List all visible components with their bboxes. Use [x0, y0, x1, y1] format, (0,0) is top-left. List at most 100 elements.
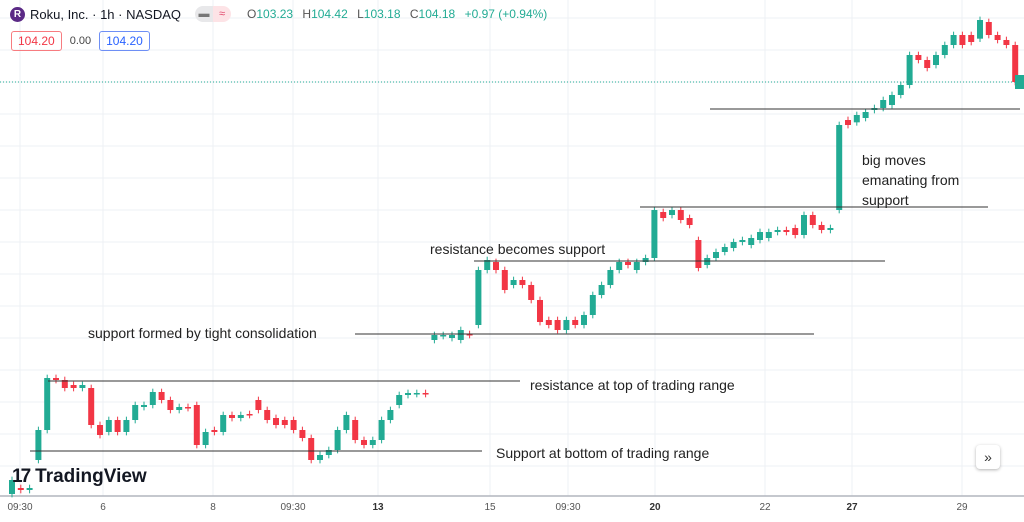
candle-down [625, 262, 631, 265]
note-big-moves-1: big moves [862, 152, 926, 168]
symbol-legend: R Roku, Inc. · 1h · NASDAQ ▬ ≈ O103.23 H… [10, 6, 553, 22]
candle-up [616, 262, 623, 270]
tradingview-wordmark: TradingView [35, 466, 147, 487]
note-tight-consolidation: support formed by tight consolidation [88, 325, 317, 341]
candle-up [581, 315, 587, 325]
tradingview-logo[interactable]: 17 TradingView [12, 466, 147, 488]
candle-up [765, 232, 772, 238]
candle-up [651, 210, 658, 258]
candle-down [783, 230, 790, 232]
buy-button[interactable]: 104.20 [99, 31, 150, 51]
sell-button[interactable]: 104.20 [11, 31, 62, 51]
time-label: 22 [759, 502, 771, 513]
time-label: 29 [956, 502, 968, 513]
candle-up [44, 378, 51, 430]
candle-up [853, 115, 860, 123]
candle-down [845, 120, 851, 125]
candle-down [792, 228, 799, 235]
candle-up [721, 247, 728, 252]
candle-up [589, 295, 596, 315]
candle-up [343, 415, 350, 430]
time-label: 15 [484, 502, 496, 513]
candle-up [633, 262, 640, 270]
candle-up [26, 488, 33, 490]
scroll-to-realtime-button[interactable]: » [976, 445, 1000, 469]
candle-down [959, 35, 966, 45]
time-label: 09:30 [555, 502, 581, 513]
candle-up [897, 85, 904, 95]
time-label: 09:30 [7, 502, 33, 513]
high-label: H [302, 7, 312, 21]
spread-value: 0.00 [69, 35, 92, 47]
close-label: C [409, 7, 419, 21]
candle-up [757, 232, 763, 240]
candle-up [598, 285, 605, 295]
candle-down [493, 262, 499, 270]
symbol-title[interactable]: Roku, Inc. · 1h · NASDAQ [30, 6, 181, 22]
candle-up [405, 393, 411, 395]
candle-up [950, 35, 957, 45]
candle-up [827, 228, 834, 230]
candle-up [396, 395, 403, 405]
candle-down [211, 430, 218, 432]
candle-up [484, 260, 491, 270]
candle-up [141, 405, 147, 407]
candle-up [317, 455, 323, 460]
candle-down [53, 378, 59, 380]
candle-down [193, 405, 200, 445]
candle-down [273, 418, 279, 425]
candle-up [387, 410, 394, 420]
candle-down [361, 440, 367, 445]
candle-up [431, 335, 438, 340]
candle-up [105, 420, 112, 432]
time-label: 6 [100, 502, 106, 513]
candle-down [1012, 45, 1019, 82]
candle-down [158, 392, 165, 400]
candle-down [299, 430, 306, 438]
candle-up [123, 420, 130, 432]
candle-down [167, 400, 174, 410]
candle-down [519, 280, 526, 285]
candle-up [880, 100, 887, 108]
note-resistance-becomes-support: resistance becomes support [430, 241, 606, 257]
candle-up [35, 430, 42, 460]
candle-up [669, 210, 675, 215]
candle-down [1003, 40, 1010, 45]
close-value: 104.18 [418, 7, 456, 21]
time-label: 8 [210, 502, 216, 513]
time-label: 27 [846, 502, 858, 513]
candle-up [607, 270, 614, 285]
drawn-lines[interactable] [30, 108, 1020, 452]
trade-panel: 104.20 0.00 104.20 [11, 31, 150, 51]
candle-down [528, 285, 535, 300]
minus-icon[interactable]: ▬ [195, 6, 213, 22]
candle-down [677, 210, 684, 220]
candle-down [915, 55, 922, 60]
tradingview-mark-icon: 17 [12, 466, 31, 487]
candle-down [281, 420, 288, 425]
legend-toggle[interactable]: ▬ ≈ [195, 6, 231, 22]
time-label: 13 [372, 502, 384, 513]
candle-up [836, 125, 843, 210]
candle-down [466, 334, 473, 336]
approx-icon[interactable]: ≈ [213, 6, 231, 22]
open-label: O [247, 7, 257, 21]
candle-up [801, 215, 807, 235]
candle-down [968, 35, 975, 42]
candle-up [440, 335, 447, 337]
candle-down [70, 385, 77, 388]
current-price-tag [1015, 75, 1024, 89]
candle-down [572, 320, 579, 325]
note-resistance-top: resistance at top of trading range [530, 377, 735, 393]
open-value: 103.23 [256, 7, 294, 21]
candle-down [255, 400, 262, 410]
candle-down [61, 380, 68, 388]
time-label: 20 [649, 502, 661, 513]
candle-down [114, 420, 121, 432]
candle-up [369, 440, 376, 445]
candle-up [237, 415, 244, 418]
time-label: 09:30 [280, 502, 306, 513]
candle-up [774, 230, 781, 232]
candle-up [906, 55, 913, 85]
